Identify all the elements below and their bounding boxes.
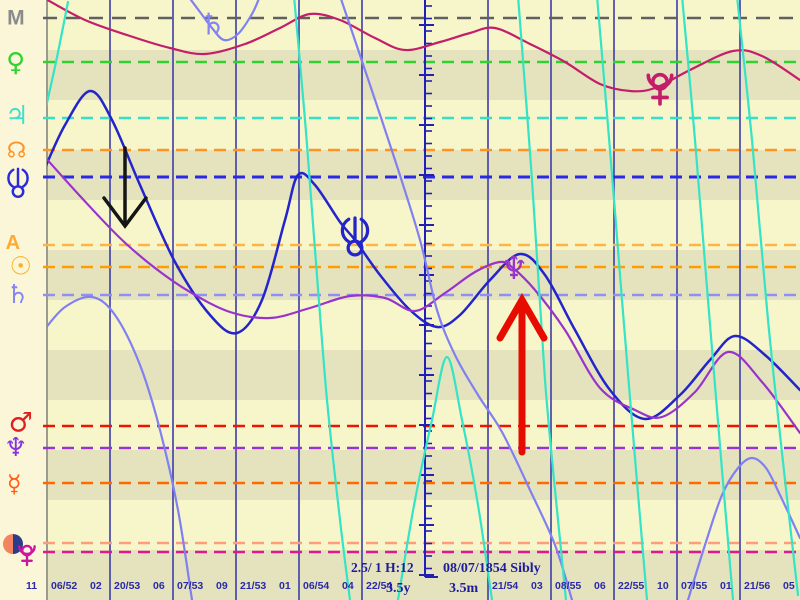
neptune-transit-glyph-icon: ♆ [500, 249, 529, 287]
zodiac-stripe [0, 450, 800, 500]
axis-date-label: 22/54 [366, 580, 392, 592]
current-date-axis [419, 0, 438, 578]
zodiac-stripe [0, 300, 800, 350]
sidebar-sun-icon: ☉ [10, 252, 32, 281]
axis-date-label: 06/52 [51, 580, 77, 592]
axis-date-label: 10 [657, 580, 669, 592]
uranus-left-crescent [7, 168, 15, 189]
axis-date-label: 02 [90, 580, 102, 592]
zodiac-stripe [0, 250, 800, 300]
transit-curve-moon-transit-2 [293, 0, 352, 600]
transit-curve-moon-transit-3 [396, 355, 494, 600]
axis-date-label: 01 [720, 580, 732, 592]
axis-date-label: 21/53 [240, 580, 266, 592]
axis-date-label: 09 [216, 580, 228, 592]
axis-date-label: 03 [531, 580, 543, 592]
uranus-circle [346, 239, 364, 257]
planet-list-margin [0, 0, 47, 600]
zodiac-stripe [0, 0, 800, 50]
moon-left-half [3, 534, 13, 554]
transit-curves [47, 0, 800, 600]
axis-date-label: 01 [279, 580, 291, 592]
axis-date-label: 21/54 [492, 580, 518, 592]
axis-date-label: 06/54 [303, 580, 329, 592]
sidebar-saturn-icon: ♄ [6, 280, 29, 310]
axis-date-label: 21/56 [744, 580, 770, 592]
axis-date-label: 20/53 [114, 580, 140, 592]
zodiac-stripe [0, 350, 800, 400]
transit-curve-moon-transit-6 [681, 0, 735, 600]
transit-curve-moon-transit-7 [736, 0, 800, 597]
uranus-circle [11, 185, 25, 199]
red-up-arrow [496, 293, 548, 456]
axis-date-label: 05 [783, 580, 795, 592]
date-axis-labels: 11 06/52 02 20/53 06 07/53 09 21/53 01 06/54 04 22/… [26, 580, 795, 592]
step-ratio-label: 2.5/ 1 H:12 [351, 560, 414, 575]
chart-annotations: 2.5/ 1 H:12 08/07/1854 Sibly 3.5y 3.5m [351, 560, 541, 596]
transit-curve-pluto-transit [47, 0, 800, 93]
transit-glyph-markers: ♄♆ [199, 8, 674, 287]
black-down-arrow [102, 146, 148, 229]
scale-years-label: 3.5y [386, 581, 411, 596]
axis-date-label: 08/55 [555, 580, 581, 592]
transit-curve-moon-transit-5 [596, 0, 649, 600]
transit-curve-moon-transit-1 [47, 0, 70, 108]
axis-date-label: 06 [594, 580, 606, 592]
transit-curve-neptune-transit [47, 157, 800, 435]
uranus-right-crescent [21, 168, 29, 189]
sidebar-mars-icon: ♂ [9, 408, 33, 439]
red-up-arrow-head [496, 293, 548, 342]
zodiac-stripe [0, 200, 800, 250]
axis-date-label: 04 [342, 580, 354, 592]
zodiac-stripe [0, 100, 800, 150]
sidebar-mc-icon: M [7, 7, 25, 30]
sidebar-venus-icon: ♀ [6, 48, 25, 78]
planet-list: M ♀ ♃ ☊ A☉♄ ♂♆ ☿ [3, 7, 36, 567]
transit-curve-saturn-transit-a [189, 0, 260, 42]
chart-title-label: 08/07/1854 Sibly [443, 561, 541, 576]
sidebar-ascendant-icon: A [6, 232, 20, 254]
saturn-transit-glyph-icon: ♄ [199, 8, 226, 43]
sidebar-north-node-icon: ☊ [7, 139, 27, 164]
uranus-right-crescent [359, 217, 370, 244]
uranus-left-crescent [340, 217, 351, 244]
sidebar-neptune-icon: ♆ [4, 433, 27, 463]
transit-curve-saturn-transit-b [47, 295, 194, 600]
black-down-arrow-head [102, 196, 148, 229]
pluto-crescent [646, 73, 674, 89]
pluto-transit-glyph-icon [646, 72, 674, 106]
axis-date-label: 07/55 [681, 580, 707, 592]
sidebar-jupiter-icon: ♃ [5, 101, 28, 131]
zodiac-stripe [0, 500, 800, 550]
sidebar-pluto-icon [18, 544, 36, 567]
transit-curve-moon-transit-4 [517, 0, 568, 600]
transit-curve-saturn-transit-c [340, 0, 574, 600]
scale-months-label: 3.5m [449, 581, 479, 596]
axis-date-label: 22/55 [618, 580, 644, 592]
axis-date-label: 06 [153, 580, 165, 592]
transit-curve-saturn-transit-d [686, 456, 800, 600]
sidebar-mercury-icon: ☿ [7, 470, 22, 498]
zodiac-stripe [0, 50, 800, 100]
axis-date-label: 07/53 [177, 580, 203, 592]
uranus-transit-glyph-icon [340, 216, 370, 257]
pluto-crescent [18, 545, 36, 556]
sidebar-moon-icon [3, 534, 23, 554]
axis-date-label: 11 [26, 580, 37, 592]
sidebar-uranus-icon [7, 167, 29, 199]
